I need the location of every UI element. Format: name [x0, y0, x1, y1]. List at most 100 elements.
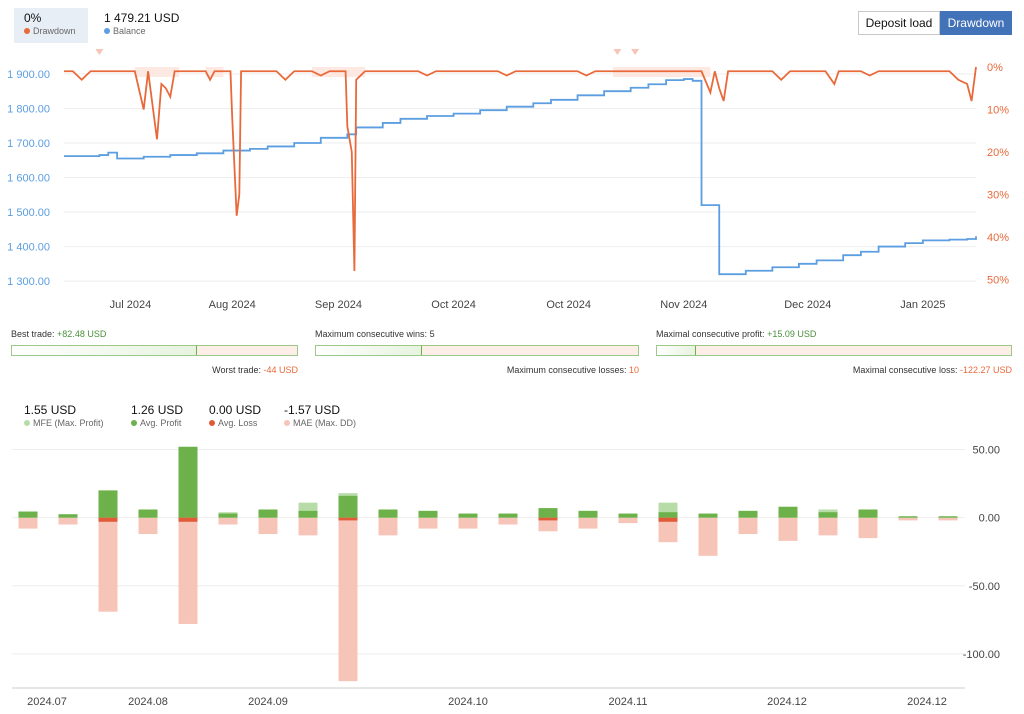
- avg-profit-bar: [858, 509, 878, 518]
- avg-profit-bar: [458, 513, 478, 518]
- avg-profit-bar: [378, 509, 398, 518]
- mae-bar: [418, 517, 438, 529]
- mae-bar: [298, 517, 318, 536]
- drawdown-line: [64, 66, 977, 272]
- x-tick-label: 2024.12: [767, 696, 807, 708]
- avg-profit-dot-icon: [131, 420, 137, 426]
- avg-profit-bar: [658, 512, 678, 518]
- mae-bar: [178, 517, 198, 624]
- max-profit-label: Maximal consecutive profit:: [656, 329, 765, 339]
- mae-bar: [938, 517, 958, 521]
- x-tick-label: Nov 2024: [660, 299, 707, 311]
- mae-bar: [778, 517, 798, 541]
- max-loss-text: Maximal consecutive loss: -122.27 USD: [656, 365, 1012, 375]
- x-tick-label: Jan 2025: [900, 299, 945, 311]
- mae-bar: [498, 517, 518, 525]
- avg-loss-legend: Avg. Loss: [209, 418, 257, 428]
- y-left-tick-label: 1 800.00: [7, 103, 50, 115]
- y-left-tick-label: 1 400.00: [7, 242, 50, 254]
- avg-profit-bar: [938, 516, 958, 518]
- worst-trade-label: Worst trade:: [212, 365, 261, 375]
- x-tick-label: Jul 2024: [110, 299, 152, 311]
- drawdown-button[interactable]: Drawdown: [940, 11, 1012, 35]
- max-wins-value: 5: [429, 329, 435, 339]
- mae-value: -1.57 USD: [284, 403, 341, 417]
- negative-fill: [695, 346, 1011, 355]
- negative-fill: [422, 346, 638, 355]
- max-wins-text: Maximum consecutive wins: 5: [315, 329, 435, 339]
- wins-losses-bar: [315, 345, 639, 356]
- mfe-legend: MFE (Max. Profit): [24, 418, 104, 428]
- avg-profit-bar: [498, 513, 518, 518]
- avg-profit-bar: [778, 506, 798, 518]
- positive-fill: [12, 346, 198, 355]
- avg-loss-bar: [178, 517, 198, 522]
- event-marker-icon: [95, 49, 104, 55]
- avg-profit-bar: [898, 516, 918, 518]
- worst-trade-value: -44 USD: [263, 365, 298, 375]
- avg-loss-label: Avg. Loss: [218, 418, 258, 428]
- positive-fill: [657, 346, 696, 355]
- y-right-tick-label: 20%: [987, 147, 1009, 159]
- mfe-dot-icon: [24, 420, 30, 426]
- mae-bar: [818, 517, 838, 536]
- x-tick-label: Sep 2024: [315, 299, 362, 311]
- avg-profit-bar: [58, 514, 78, 518]
- avg-loss-bar: [538, 517, 558, 521]
- balance-dot-icon: [104, 28, 110, 34]
- avg-loss-dot-icon: [209, 420, 215, 426]
- mae-bar: [858, 517, 878, 539]
- best-trade-value: +82.48 USD: [57, 329, 107, 339]
- avg-profit-bar: [98, 490, 118, 518]
- y-left-tick-label: 1 900.00: [7, 69, 50, 81]
- deposit-load-button[interactable]: Deposit load: [858, 11, 940, 35]
- x-tick-label: 2024.07: [27, 696, 67, 708]
- avg-loss-bar: [658, 517, 678, 522]
- drawdown-value: 0%: [24, 11, 42, 25]
- max-losses-text: Maximum consecutive losses: 10: [315, 365, 639, 375]
- mae-bar: [658, 517, 678, 543]
- max-profit-value: +15.09 USD: [767, 329, 817, 339]
- negative-fill: [197, 346, 297, 355]
- mae-bar: [18, 517, 38, 529]
- balance-drawdown-chart: 1 900.00 1 800.00 1 700.00 1 600.00 1 500.00…: [7, 49, 1009, 311]
- mae-bar: [338, 517, 358, 682]
- avg-profit-bar: [178, 446, 198, 518]
- x-tick-label: Oct 2024: [431, 299, 476, 311]
- avg-profit-bar: [138, 509, 158, 518]
- y-right-tick-label: 0%: [987, 62, 1003, 74]
- avg-loss-value: 0.00 USD: [209, 403, 262, 417]
- drawdown-label: Drawdown: [33, 26, 76, 36]
- y-left-tick-label: 1 700.00: [7, 138, 50, 150]
- mae-bar: [58, 517, 78, 525]
- best-trade-label: Best trade:: [11, 329, 55, 339]
- y-left-tick-label: 1 300.00: [7, 276, 50, 288]
- positive-fill: [316, 346, 423, 355]
- avg-profit-bar: [18, 511, 38, 518]
- balance-legend: Balance: [104, 26, 146, 36]
- y-tick-label: 50.00: [972, 445, 1000, 457]
- avg-profit-bar: [298, 510, 318, 518]
- avg-profit-bar: [818, 512, 838, 518]
- max-losses-value: 10: [628, 365, 639, 375]
- avg-profit-bar: [738, 510, 758, 518]
- balance-label: Balance: [113, 26, 146, 36]
- balance-line: [64, 78, 977, 276]
- mae-bar: [98, 517, 118, 612]
- mae-bar: [618, 517, 638, 524]
- mae-bar: [738, 517, 758, 535]
- drawdown-legend: Drawdown: [24, 26, 76, 36]
- mae-label: MAE (Max. DD): [293, 418, 356, 428]
- avg-profit-bar: [218, 513, 238, 518]
- best-trade-text: Best trade: +82.48 USD: [11, 329, 106, 339]
- mae-bar: [378, 517, 398, 536]
- mae-bar: [698, 517, 718, 556]
- x-tick-label: 2024.10: [448, 696, 488, 708]
- avg-profit-bar: [578, 510, 598, 518]
- avg-profit-bar: [698, 513, 718, 518]
- y-tick-label: -50.00: [969, 581, 1000, 593]
- y-right-tick-label: 30%: [987, 190, 1009, 202]
- max-loss-label: Maximal consecutive loss:: [852, 365, 958, 375]
- drawdown-dot-icon: [24, 28, 30, 34]
- avg-profit-bar: [618, 513, 638, 518]
